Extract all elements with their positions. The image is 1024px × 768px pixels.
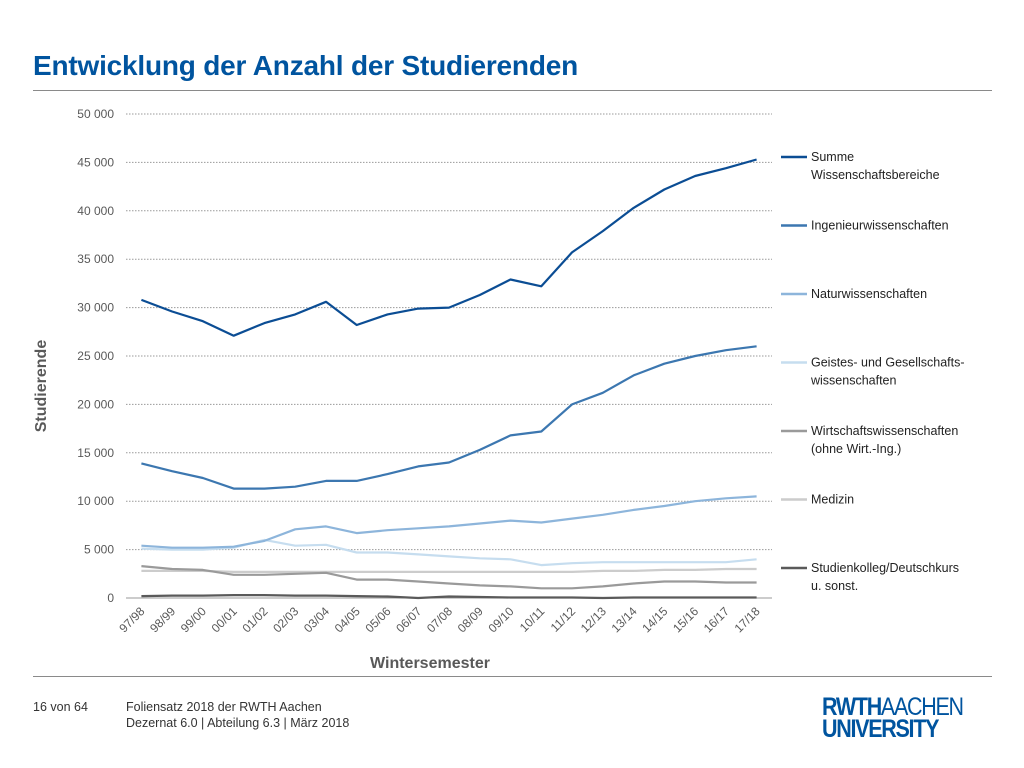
x-tick-label: 17/18 [732, 604, 763, 635]
x-tick-label: 11/12 [548, 604, 579, 635]
legend-entry: Naturwissenschaften [811, 287, 927, 301]
x-tick-label: 05/06 [362, 604, 393, 635]
x-tick-label: 99/00 [178, 604, 209, 635]
x-tick-label: 02/03 [270, 604, 301, 635]
x-tick-label: 15/16 [670, 604, 701, 635]
y-tick-label: 5 000 [84, 543, 114, 557]
x-tick-label: 03/04 [301, 604, 332, 635]
x-tick-label: 10/11 [517, 604, 548, 635]
x-tick-label: 13/14 [609, 604, 640, 635]
y-axis-title: Studierende [33, 340, 50, 433]
legend-entry: Medizin [811, 493, 854, 507]
x-tick-label: 16/17 [701, 604, 732, 635]
y-tick-label: 50 000 [77, 107, 114, 121]
line-chart: 0 5 000 10 000 15 000 20 000 25 000 30 000 35 0… [33, 107, 965, 672]
series-line [141, 538, 757, 567]
x-tick-label: 09/10 [486, 604, 517, 635]
y-tick-label: 0 [107, 591, 114, 605]
x-tick-label: 12/13 [578, 604, 609, 635]
x-tick-label: 98/99 [147, 604, 178, 635]
series-line [141, 567, 757, 574]
y-tick-label: 30 000 [77, 301, 114, 315]
series-line [141, 593, 757, 600]
logo-rwth: RWTH [822, 693, 882, 721]
legend-entry: Summe Wissenschaftsbereiche [811, 150, 940, 182]
x-tick-label: 07/08 [424, 604, 455, 635]
y-axis-ticks: 0 5 000 10 000 15 000 20 000 25 000 30 000 35 0… [77, 107, 114, 605]
y-tick-label: 20 000 [77, 397, 114, 411]
series-line [141, 345, 757, 490]
x-axis-ticks: 97/98 98/99 99/00 00/01 01/02 02/03 03/04 04/05… [116, 604, 763, 635]
footer-subtitle: Dezernat 6.0 | Abteilung 6.3 | März 2018 [126, 716, 350, 730]
legend-entry: Wirtschaftswissenschaften (ohne Wirt.-Ing… [811, 424, 958, 456]
rwth-logo: RWTHAACHEN UNIVERSITY [822, 693, 970, 743]
x-tick-label: 08/09 [455, 604, 486, 635]
x-tick-label: 00/01 [209, 604, 240, 635]
chart-legend: Summe Wissenschaftsbereiche Ingenieurwisse… [781, 150, 965, 593]
x-tick-label: 06/07 [393, 604, 424, 635]
x-axis-title: Wintersemester [370, 655, 490, 672]
y-tick-label: 25 000 [77, 349, 114, 363]
logo-university: UNIVERSITY [822, 715, 939, 743]
series-line [141, 495, 757, 549]
y-tick-label: 10 000 [77, 494, 114, 508]
logo-aachen: AACHEN [880, 693, 964, 721]
footer-title: Foliensatz 2018 der RWTH Aachen [126, 700, 322, 714]
y-tick-label: 15 000 [77, 446, 114, 460]
series-line [141, 158, 757, 337]
y-tick-label: 35 000 [77, 252, 114, 266]
y-tick-label: 40 000 [77, 204, 114, 218]
chart-series [141, 158, 757, 600]
legend-entry: Studienkolleg/Deutschkurs u. sonst. [811, 561, 959, 593]
x-tick-label: 97/98 [116, 604, 147, 635]
y-tick-label: 45 000 [77, 155, 114, 169]
x-tick-label: 14/15 [639, 604, 670, 635]
title-divider [33, 90, 992, 91]
legend-entry: Ingenieurwissenschaften [811, 219, 949, 233]
footer-divider [33, 676, 992, 677]
x-tick-label: 01/02 [239, 604, 270, 635]
x-tick-label: 04/05 [332, 604, 363, 635]
legend-entry: Geistes- und Gesellschafts-wissenschafte… [810, 356, 965, 388]
slide-title: Entwicklung der Anzahl der Studierenden [33, 50, 579, 81]
series-line [141, 565, 757, 590]
page-number: 16 von 64 [33, 700, 88, 714]
